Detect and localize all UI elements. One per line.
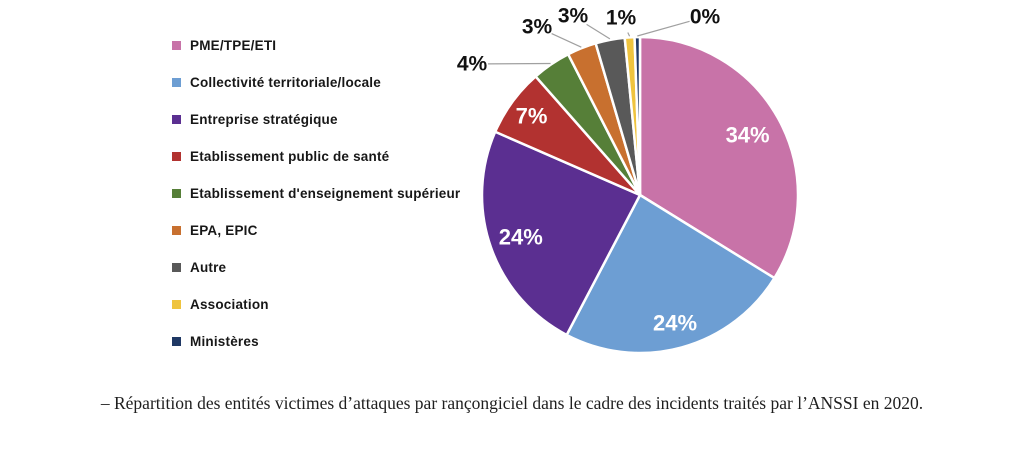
pie-percent-label: 24% xyxy=(653,311,697,336)
legend-item: Entreprise stratégique xyxy=(172,101,460,138)
legend-swatch xyxy=(172,300,181,309)
callout-leader-line xyxy=(551,33,582,48)
legend-label: Entreprise stratégique xyxy=(190,112,338,127)
legend-swatch xyxy=(172,41,181,50)
pie-percent-label: 7% xyxy=(516,103,548,128)
pie-percent-label: 0% xyxy=(690,6,721,29)
pie-svg: 34% 24% 24% 7% 4% 3% 3% 1% 0% xyxy=(457,5,800,355)
pie-slice xyxy=(633,35,642,197)
pie-slice xyxy=(638,35,800,280)
legend-swatch xyxy=(172,263,181,272)
legend-label: PME/TPE/ETI xyxy=(190,38,277,53)
legend-label: Association xyxy=(190,297,269,312)
legend-label: Etablissement d'enseignement supérieur xyxy=(190,186,461,201)
pie-slice xyxy=(565,193,776,355)
legend-item: Etablissement public de santé xyxy=(172,138,460,175)
legend-swatch xyxy=(172,115,181,124)
legend-label: Etablissement public de santé xyxy=(190,149,390,164)
pie-chart: 34% 24% 24% 7% 4% 3% 3% 1% 0% xyxy=(420,0,820,380)
pie-percent-label: 24% xyxy=(499,224,543,249)
pie-percent-label: 3% xyxy=(558,5,589,28)
legend-swatch xyxy=(172,189,181,198)
callout-leader-line xyxy=(627,32,631,37)
legend-label: Autre xyxy=(190,260,227,275)
pie-slice xyxy=(480,130,642,337)
legend-item: PME/TPE/ETI xyxy=(172,27,460,64)
legend-item: Association xyxy=(172,286,460,323)
legend-swatch xyxy=(172,337,181,346)
legend-item: Collectivité territoriale/locale xyxy=(172,64,460,101)
legend-label: Ministères xyxy=(190,334,259,349)
pie-percent-label: 3% xyxy=(522,16,553,39)
legend-swatch xyxy=(172,152,181,161)
figure-caption: – Répartition des entités victimes d’att… xyxy=(100,393,924,413)
callout-leader-line xyxy=(637,20,690,37)
legend-item: EPA, EPIC xyxy=(172,212,460,249)
legend-swatch xyxy=(172,78,181,87)
pie-percent-label: 34% xyxy=(726,123,770,148)
callout-leader-line xyxy=(586,23,611,40)
pie-percent-label: 1% xyxy=(606,7,637,30)
legend-item: Autre xyxy=(172,249,460,286)
pie-percent-label: 4% xyxy=(457,53,488,76)
legend-item: Ministères xyxy=(172,323,460,360)
legend-label: Collectivité territoriale/locale xyxy=(190,75,381,90)
legend-swatch xyxy=(172,226,181,235)
legend-item: Etablissement d'enseignement supérieur xyxy=(172,175,460,212)
legend-label: EPA, EPIC xyxy=(190,223,258,238)
legend: PME/TPE/ETI Collectivité territoriale/loc… xyxy=(172,27,460,360)
